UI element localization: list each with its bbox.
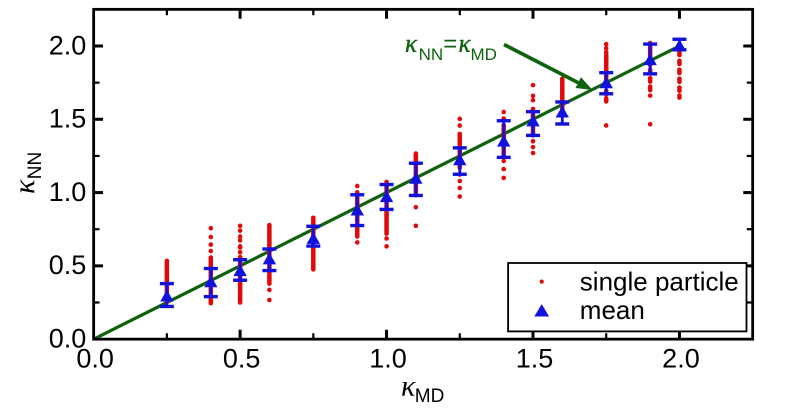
svg-text:2.0: 2.0 — [49, 30, 87, 60]
svg-text:2.0: 2.0 — [662, 344, 700, 374]
svg-text:=: = — [443, 31, 457, 58]
svg-text:NN: NN — [419, 45, 444, 64]
svg-text:1.0: 1.0 — [49, 177, 87, 207]
svg-text:NN: NN — [25, 152, 46, 179]
svg-text:κ: κ — [405, 31, 418, 58]
svg-text:0.0: 0.0 — [49, 323, 87, 353]
svg-text:κ: κ — [459, 31, 472, 58]
svg-text:1.0: 1.0 — [369, 344, 407, 374]
svg-text:κ: κ — [8, 179, 41, 194]
svg-text:1.5: 1.5 — [49, 104, 87, 134]
svg-text:mean: mean — [580, 295, 645, 325]
svg-text:0.0: 0.0 — [76, 344, 114, 374]
svg-text:0.5: 0.5 — [223, 344, 261, 374]
svg-text:1.5: 1.5 — [516, 344, 554, 374]
svg-text:MD: MD — [471, 45, 497, 64]
svg-text:single particle: single particle — [580, 267, 739, 297]
svg-text:κ: κ — [401, 370, 416, 403]
svg-text:0.5: 0.5 — [49, 250, 87, 280]
svg-text:MD: MD — [415, 386, 445, 407]
